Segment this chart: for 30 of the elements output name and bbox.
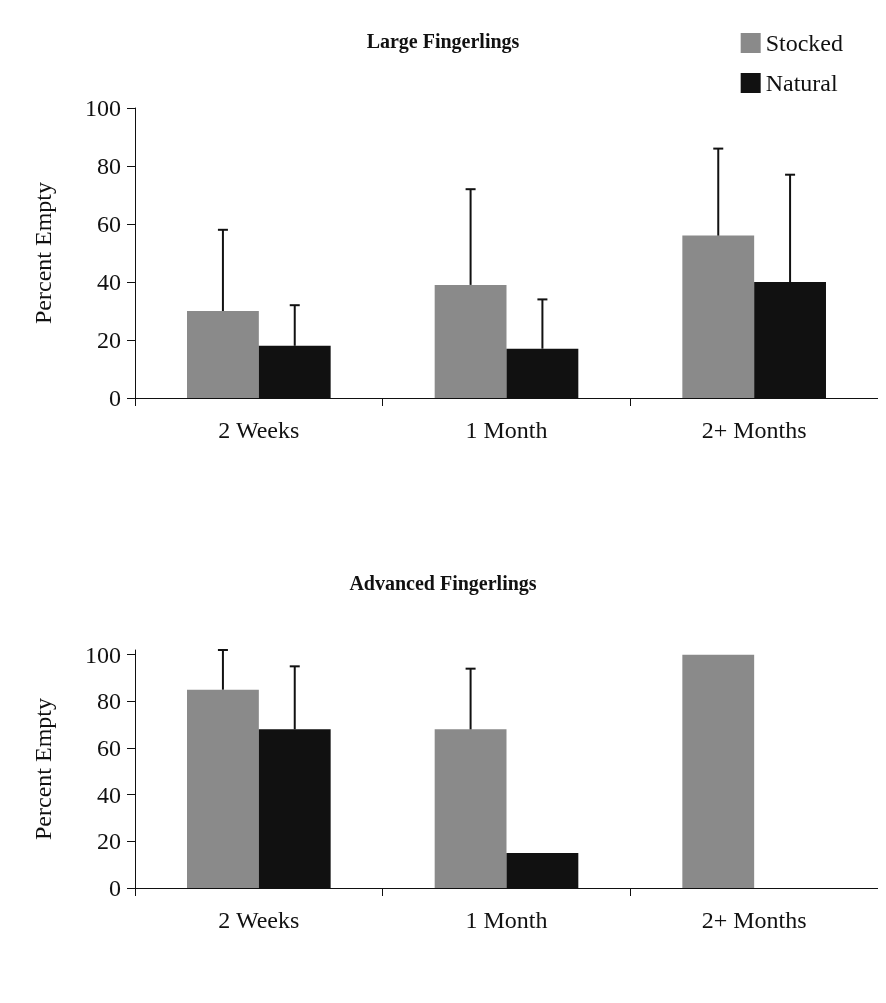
y-tick-label: 0 — [109, 875, 121, 901]
y-tick-label: 60 — [97, 735, 121, 761]
x-tick-label: 1 Month — [465, 417, 548, 443]
y-tick-label: 100 — [85, 95, 121, 121]
y-tick-label: 60 — [97, 211, 121, 237]
y-tick-label: 80 — [97, 688, 121, 715]
x-tick-label: 2 Weeks — [218, 907, 300, 933]
y-axis-title: Percent Empty — [30, 182, 56, 324]
y-tick-label: 20 — [97, 327, 121, 353]
y-axis-title: Percent Empty — [30, 698, 56, 840]
bar — [187, 689, 259, 888]
chart-title: Large Fingerlings — [366, 30, 520, 53]
x-tick-label: 2+ Months — [701, 907, 807, 933]
chart-title: Advanced Fingerlings — [349, 572, 537, 595]
bar — [187, 311, 259, 398]
legend-label: Natural — [765, 70, 838, 96]
y-tick-label: 0 — [109, 385, 121, 411]
y-tick-label: 80 — [97, 153, 121, 179]
x-tick-label: 2 Weeks — [218, 417, 300, 443]
bar — [682, 654, 755, 888]
y-tick-label: 40 — [97, 269, 121, 295]
legend-label: Stocked — [765, 30, 844, 56]
y-tick-label: 40 — [97, 781, 121, 808]
x-tick-label: 1 Month — [465, 907, 548, 933]
bar — [434, 729, 507, 888]
y-tick-label: 100 — [85, 641, 121, 668]
bar — [682, 235, 755, 398]
x-tick-label: 2+ Months — [701, 417, 807, 443]
bar — [434, 284, 507, 398]
y-tick-label: 20 — [97, 828, 121, 855]
